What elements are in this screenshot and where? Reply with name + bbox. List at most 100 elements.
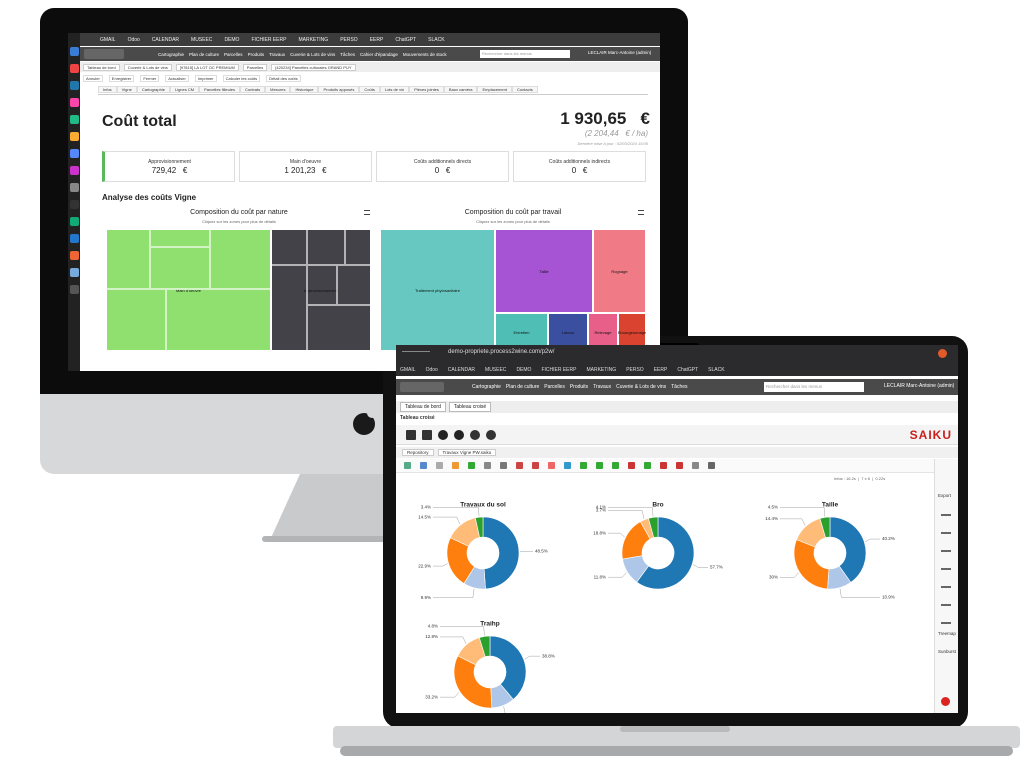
bookmark[interactable]: DEMO: [224, 36, 240, 43]
treemap-cell[interactable]: Traitement phytosanitaire: [380, 229, 495, 351]
query-icon[interactable]: [580, 462, 587, 469]
menu-item[interactable]: Travaux: [593, 384, 612, 390]
button[interactable]: Annuler: [83, 74, 103, 82]
doc-tab[interactable]: Cuverie & Lots de vins: [123, 63, 172, 71]
chart-menu[interactable]: [364, 210, 370, 215]
menu-item[interactable]: Parcelles: [544, 384, 565, 390]
query-icon[interactable]: [564, 462, 571, 469]
search[interactable]: Rechercher dans les menus: [480, 50, 570, 58]
chart-type-icon[interactable]: [941, 597, 951, 606]
url[interactable]: demo-propriete.process2wine.com/p2w/: [448, 349, 555, 355]
record-tab[interactable]: Contacts: [511, 86, 538, 93]
record-tab[interactable]: Infos: [98, 86, 117, 93]
menu-item[interactable]: Travaux: [269, 51, 286, 57]
toolbar-icon[interactable]: [422, 430, 432, 440]
record-tab[interactable]: Parcelles filleules: [199, 86, 240, 93]
bookmark[interactable]: FICHIER EERP: [541, 366, 577, 373]
bookmark[interactable]: PERSO: [626, 366, 644, 373]
bookmark[interactable]: EERP: [369, 36, 384, 43]
app-tab[interactable]: Tableau de bord: [400, 402, 446, 412]
bookmark[interactable]: DEMO: [516, 366, 532, 373]
chart-menu[interactable]: [638, 210, 644, 215]
menu-item[interactable]: Plan de culture: [189, 51, 220, 57]
treemap-cell[interactable]: Taille: [495, 229, 593, 313]
query-icon[interactable]: [660, 462, 667, 469]
menu-item[interactable]: Produits: [247, 51, 265, 57]
query-icon[interactable]: [500, 462, 507, 469]
bookmark[interactable]: FICHIER EERP: [251, 36, 287, 43]
query-icon[interactable]: [676, 462, 683, 469]
record-tab[interactable]: Emplacement: [477, 86, 512, 93]
toolbar-icon[interactable]: [486, 430, 496, 440]
treemap-cell[interactable]: Rognage: [593, 229, 646, 313]
chart-type-icon[interactable]: [941, 579, 951, 588]
button[interactable]: Imprimer: [194, 74, 217, 82]
toolbar-icon[interactable]: [454, 430, 464, 440]
query-icon[interactable]: [596, 462, 603, 469]
chart-type-icon[interactable]: [941, 525, 951, 534]
treemap-cell[interactable]: Entretien: [495, 313, 548, 351]
record-tab[interactable]: Lignes CM: [169, 86, 200, 93]
app-tab[interactable]: Tableau croisé: [448, 402, 492, 412]
record-tab[interactable]: Contrats: [240, 86, 266, 93]
chart-type-icon[interactable]: [941, 543, 951, 552]
bookmark[interactable]: MUSEEC: [191, 36, 213, 43]
chart-type-icon[interactable]: [941, 507, 951, 516]
bookmark[interactable]: EERP: [653, 366, 668, 373]
record-tab[interactable]: Produits apposés: [318, 86, 360, 93]
chart-type-icon[interactable]: [941, 561, 951, 570]
bookmark[interactable]: GMAIL: [100, 36, 116, 43]
bookmark[interactable]: PERSO: [340, 36, 358, 43]
menu-item[interactable]: Cartographie: [158, 51, 185, 57]
bookmark[interactable]: Odoo: [127, 36, 140, 43]
menu-item[interactable]: Tâches: [671, 384, 688, 390]
menu-item[interactable]: Mouvements de stock: [402, 51, 447, 57]
doc-tab[interactable]: Repository: [402, 449, 434, 456]
toolbar-icon[interactable]: [438, 430, 448, 440]
menu-item[interactable]: Tâches: [340, 51, 355, 57]
query-icon[interactable]: [452, 462, 459, 469]
button[interactable]: Détail des coûts: [266, 74, 301, 82]
record-tab[interactable]: Baux caméra: [443, 86, 478, 93]
query-icon[interactable]: [516, 462, 523, 469]
toolbar-icon[interactable]: [470, 430, 480, 440]
query-icon[interactable]: [404, 462, 411, 469]
query-icon[interactable]: [628, 462, 635, 469]
chart-type-icon[interactable]: [941, 615, 951, 624]
bookmark[interactable]: ChatGPT: [395, 36, 417, 43]
bookmark[interactable]: Odoo: [425, 366, 438, 373]
treemap-cell[interactable]: Ébourgeonnage: [618, 313, 646, 351]
bookmark[interactable]: MARKETING: [298, 36, 329, 43]
button[interactable]: Enregistrer: [108, 74, 135, 82]
bookmark[interactable]: CALENDAR: [151, 36, 180, 43]
query-icon[interactable]: [692, 462, 699, 469]
record-tab[interactable]: Lots de vin: [379, 86, 410, 93]
doc-tab[interactable]: Parcelles: [242, 63, 268, 71]
query-icon[interactable]: [708, 462, 715, 469]
doc-tab[interactable]: [97815] LA LOT OC PREMIUM: [175, 63, 239, 71]
doc-tab[interactable]: Tableau de bord: [83, 63, 120, 71]
button[interactable]: Actualiser: [165, 74, 189, 82]
menu-item[interactable]: Cartographie: [472, 384, 501, 390]
menu-item[interactable]: Cuverie & Lots de vins: [616, 384, 667, 390]
bookmark[interactable]: SLACK: [708, 366, 725, 373]
menu-item[interactable]: Parcelles: [224, 51, 243, 57]
record-tab[interactable]: Coûts: [359, 86, 380, 93]
query-icon[interactable]: [420, 462, 427, 469]
toolbar-icon[interactable]: [406, 430, 416, 440]
bookmark[interactable]: SLACK: [428, 36, 445, 43]
record-button[interactable]: [941, 697, 950, 706]
record-tab[interactable]: Mesures: [265, 86, 291, 93]
query-icon[interactable]: [468, 462, 475, 469]
record-tab[interactable]: Pièces jointes: [409, 86, 444, 93]
search[interactable]: Rechercher dans les menus: [764, 382, 864, 392]
bookmark[interactable]: MARKETING: [586, 366, 617, 373]
query-icon[interactable]: [612, 462, 619, 469]
query-icon[interactable]: [484, 462, 491, 469]
query-icon[interactable]: [532, 462, 539, 469]
button[interactable]: Calculer les coûts: [222, 74, 261, 82]
record-tab[interactable]: Cartographie: [136, 86, 170, 93]
doc-tab[interactable]: Travaux Vigne PW.saiku: [437, 449, 497, 456]
record-tab[interactable]: Vigne: [116, 86, 137, 93]
bookmark[interactable]: GMAIL: [400, 366, 416, 373]
